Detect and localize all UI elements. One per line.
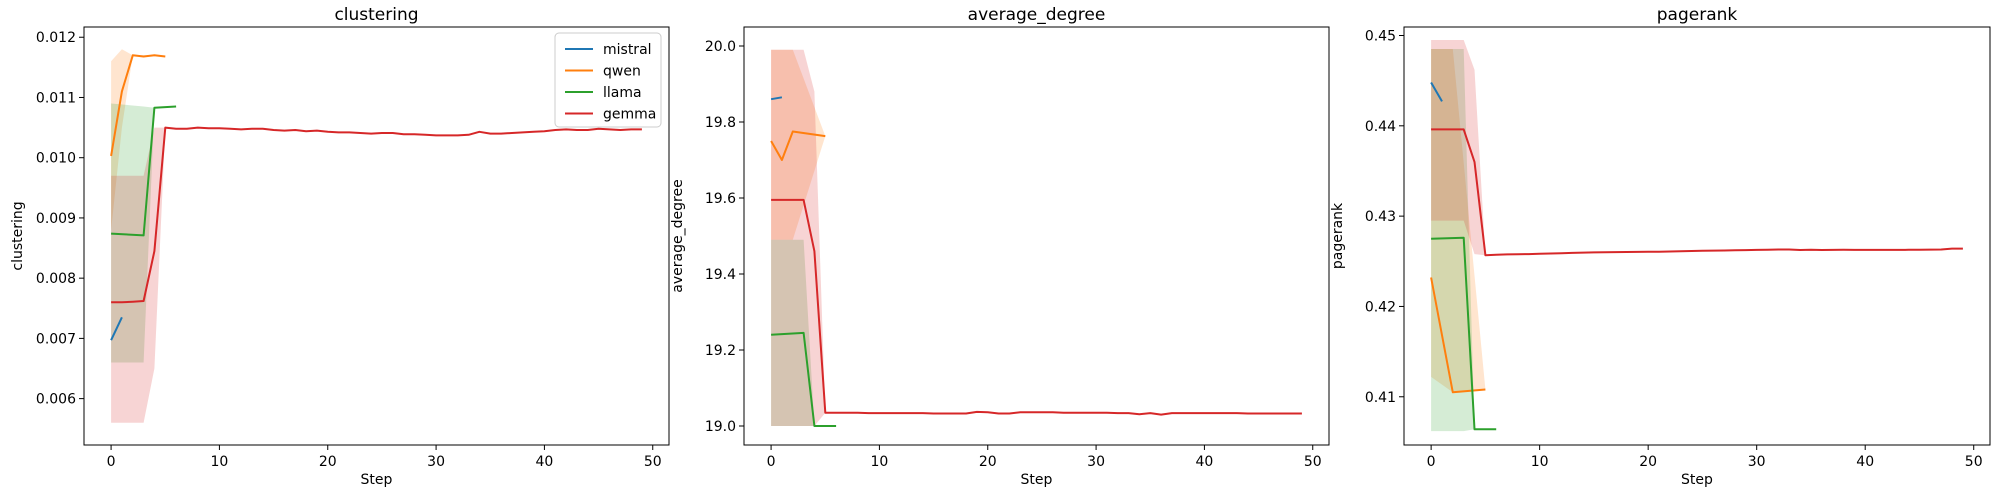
x-tick-label: 50 (1965, 454, 1983, 470)
x-tick-label: 50 (1304, 454, 1322, 470)
series-line-gemma (771, 198, 1302, 416)
chart-title: average_degree (968, 5, 1106, 25)
axes-frame (83, 26, 670, 446)
y-tick-label: 19.4 (705, 267, 736, 283)
series-line-llama (111, 105, 177, 237)
series-line-mistral (110, 316, 123, 341)
x-tick-label: 40 (1196, 454, 1214, 470)
band-gemma (771, 49, 826, 427)
y-tick-label: 0.012 (36, 30, 76, 46)
y-tick-label: 0.43 (1365, 209, 1396, 225)
y-tick-label: 0.45 (1365, 28, 1396, 44)
y-tick-label: 0.007 (36, 331, 76, 347)
axes-frame (743, 26, 1330, 446)
legend: mistral qwen llama gemma (554, 32, 662, 128)
y-tick-label: 0.41 (1365, 390, 1396, 406)
x-tick-label: 0 (107, 454, 116, 470)
y-tick-label: 20.0 (705, 39, 736, 55)
y-tick-label: 0.008 (36, 271, 76, 287)
y-tick-label: 0.010 (36, 151, 76, 167)
x-tick-label: 30 (1748, 454, 1766, 470)
y-tick-label: 0.42 (1365, 299, 1396, 315)
series-line-gemma (111, 126, 642, 304)
x-axis-label: Step (1021, 472, 1053, 488)
x-axis-label: Step (1681, 472, 1713, 488)
x-tick-label: 0 (767, 454, 776, 470)
x-axis-label: Step (361, 472, 393, 488)
y-tick-label: 19.2 (705, 343, 736, 359)
y-tick-label: 19.8 (705, 115, 736, 131)
x-tick-label: 10 (871, 454, 889, 470)
y-axis-label: clustering (10, 201, 26, 270)
band-qwen (1431, 49, 1486, 393)
series-line-qwen (110, 54, 166, 157)
x-tick-label: 0 (1427, 454, 1436, 470)
series-line-llama (771, 331, 837, 427)
axes-frame (1403, 26, 1991, 446)
y-tick-label: 0.006 (36, 392, 76, 408)
chart-panel-average-degree: 0 10 20 30 40 50 19.0 19.2 19.4 19.6 19.8 20.0 avera… (670, 5, 1330, 488)
y-tick-label: 19.6 (705, 191, 736, 207)
x-tick-label: 40 (536, 454, 554, 470)
plot-area (110, 49, 642, 423)
plot-area (770, 49, 1302, 427)
series-line-gemma (1431, 128, 1963, 257)
x-tick-label: 10 (211, 454, 229, 470)
x-tick-label: 50 (644, 454, 662, 470)
band-qwen (111, 49, 166, 230)
chart-panel-clustering: 0 10 20 30 40 50 0.006 0.007 0.008 0.009 0.010 0.01… (10, 5, 670, 488)
band-gemma (1431, 40, 1486, 256)
series-line-llama (1431, 236, 1497, 431)
legend-label-qwen: qwen (603, 64, 641, 80)
series-line-mistral (1430, 82, 1443, 102)
plot-area (1430, 40, 1963, 432)
band-qwen (771, 49, 826, 240)
chart-title: clustering (334, 5, 418, 25)
y-axis-label: average_degree (670, 179, 686, 292)
legend-label-mistral: mistral (603, 42, 652, 58)
x-tick-label: 40 (1856, 454, 1874, 470)
y-tick-label: 0.44 (1365, 119, 1396, 135)
x-tick-label: 20 (1639, 454, 1657, 470)
series-line-mistral (770, 96, 783, 101)
band-gemma (111, 127, 166, 423)
x-tick-label: 20 (319, 454, 337, 470)
y-tick-label: 0.009 (36, 211, 76, 227)
y-axis-label: pagerank (1330, 202, 1346, 269)
x-tick-label: 30 (1087, 454, 1105, 470)
series-line-qwen (1430, 277, 1486, 394)
legend-label-gemma: gemma (603, 107, 656, 123)
x-tick-label: 20 (979, 454, 997, 470)
chart-title: pagerank (1657, 5, 1738, 25)
legend-label-llama: llama (603, 85, 642, 101)
x-tick-label: 30 (427, 454, 445, 470)
legend-box (554, 32, 662, 128)
chart-panel-pagerank: 0 10 20 30 40 50 0.41 0.42 0.43 0.44 0.45 pagerank S… (1330, 5, 1991, 488)
x-tick-label: 10 (1531, 454, 1549, 470)
y-tick-label: 19.0 (705, 419, 736, 435)
y-tick-label: 0.011 (36, 90, 76, 106)
series-line-qwen (770, 130, 826, 161)
